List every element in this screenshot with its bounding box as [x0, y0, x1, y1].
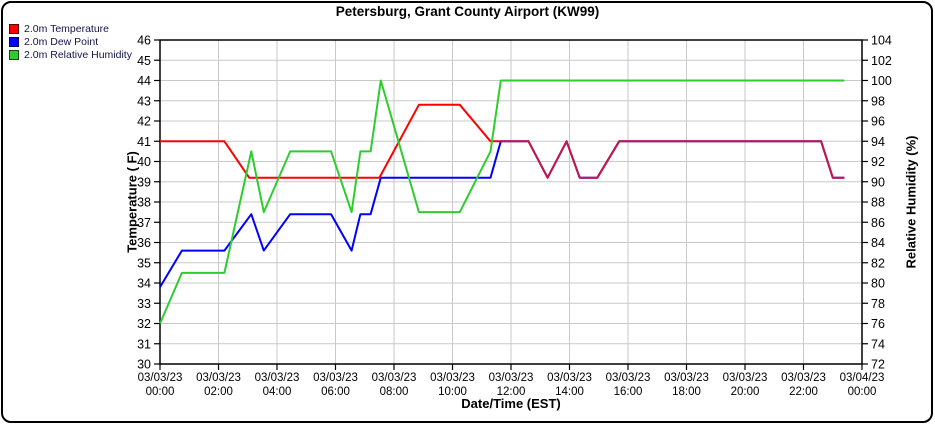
x-tick-date: 03/03/23	[430, 372, 475, 384]
x-tick-time: 06:00	[321, 386, 350, 398]
x-tick-date: 03/03/23	[313, 372, 358, 384]
y-right-tick-label: 76	[871, 317, 885, 331]
x-tick-time: 12:00	[497, 386, 526, 398]
y-left-tick-label: 43	[137, 94, 151, 108]
y-right-tick-label: 72	[871, 358, 885, 372]
y-left-tick-label: 38	[137, 196, 151, 210]
chart-legend: 2.0m Temperature 2.0m Dew Point 2.0m Rel…	[9, 22, 132, 61]
y-left-tick-label: 35	[137, 256, 151, 270]
y-right-tick-label: 102	[871, 54, 892, 68]
x-tick-time: 08:00	[380, 386, 409, 398]
y-right-tick-label: 84	[871, 236, 885, 250]
x-tick-date: 03/03/23	[196, 372, 241, 384]
x-tick-time: 16:00	[614, 386, 643, 398]
y-axis-label-right: Relative Humidity (%)	[903, 135, 919, 269]
y-right-tick-label: 94	[871, 135, 885, 149]
x-tick-time: 02:00	[204, 386, 233, 398]
y-left-tick-label: 32	[137, 317, 151, 331]
y-left-tick-label: 36	[137, 236, 151, 250]
chart-title: Petersburg, Grant County Airport (KW99)	[335, 4, 600, 19]
legend-label-relative-humidity: 2.0m Relative Humidity	[24, 48, 132, 61]
x-tick-date: 03/03/23	[547, 372, 592, 384]
y-left-tick-label: 41	[137, 135, 151, 149]
x-tick-date: 03/03/23	[372, 372, 417, 384]
y-left-tick-label: 34	[137, 277, 151, 291]
x-tick-time: 00:00	[146, 386, 175, 398]
x-tick-time: 14:00	[555, 386, 584, 398]
y-right-tick-label: 82	[871, 256, 885, 270]
x-tick-date: 03/03/23	[606, 372, 651, 384]
y-left-tick-label: 37	[137, 216, 151, 230]
x-tick-time: 18:00	[672, 386, 701, 398]
x-tick-time: 20:00	[731, 386, 760, 398]
legend-item-dew-point: 2.0m Dew Point	[9, 35, 132, 48]
y-right-tick-label: 78	[871, 297, 885, 311]
legend-swatch-relative-humidity-icon	[9, 49, 19, 60]
legend-item-temperature: 2.0m Temperature	[9, 22, 132, 35]
y-left-tick-label: 40	[137, 155, 151, 169]
y-left-tick-label: 42	[137, 115, 151, 129]
y-right-tick-label: 92	[871, 155, 885, 169]
y-right-tick-label: 74	[871, 337, 885, 351]
relative-humidity-line	[159, 79, 845, 324]
legend-label-temperature: 2.0m Temperature	[24, 22, 110, 35]
y-right-tick-label: 104	[871, 34, 892, 48]
y-right-tick-label: 96	[871, 115, 885, 129]
y-right-tick-label: 86	[871, 216, 885, 230]
x-tick-date: 03/03/23	[255, 372, 300, 384]
y-right-tick-label: 90	[871, 175, 885, 189]
x-tick-date: 03/04/23	[840, 372, 885, 384]
x-tick-date: 03/03/23	[664, 372, 709, 384]
x-tick-date: 03/03/23	[489, 372, 534, 384]
x-tick-time: 22:00	[789, 386, 818, 398]
x-tick-time: 04:00	[263, 386, 292, 398]
y-right-tick-label: 98	[871, 94, 885, 108]
x-axis-label: Date/Time (EST)	[461, 396, 561, 411]
x-tick-time: 10:00	[438, 386, 467, 398]
y-left-tick-label: 46	[137, 34, 151, 48]
x-tick-date: 03/03/23	[723, 372, 768, 384]
x-tick-date: 03/03/23	[138, 372, 183, 384]
temperature-dewpoint-overlap-line	[500, 140, 845, 179]
dew-point-line	[159, 140, 845, 288]
y-right-tick-label: 88	[871, 196, 885, 210]
y-left-tick-label: 44	[137, 74, 151, 88]
y-left-tick-label: 31	[137, 337, 151, 351]
legend-swatch-temperature-icon	[9, 23, 19, 34]
y-right-tick-label: 80	[871, 277, 885, 291]
y-axis-label-left: Temperature ( F)	[124, 151, 140, 253]
x-tick-time: 00:00	[848, 386, 877, 398]
legend-swatch-dew-point-icon	[9, 36, 19, 47]
y-left-tick-label: 39	[137, 175, 151, 189]
x-tick-date: 03/03/23	[781, 372, 826, 384]
legend-item-relative-humidity: 2.0m Relative Humidity	[9, 48, 132, 61]
y-left-tick-label: 30	[137, 358, 151, 372]
y-right-tick-label: 100	[871, 74, 892, 88]
legend-label-dew-point: 2.0m Dew Point	[24, 35, 99, 48]
y-left-tick-label: 33	[137, 297, 151, 311]
y-left-tick-label: 45	[137, 54, 151, 68]
